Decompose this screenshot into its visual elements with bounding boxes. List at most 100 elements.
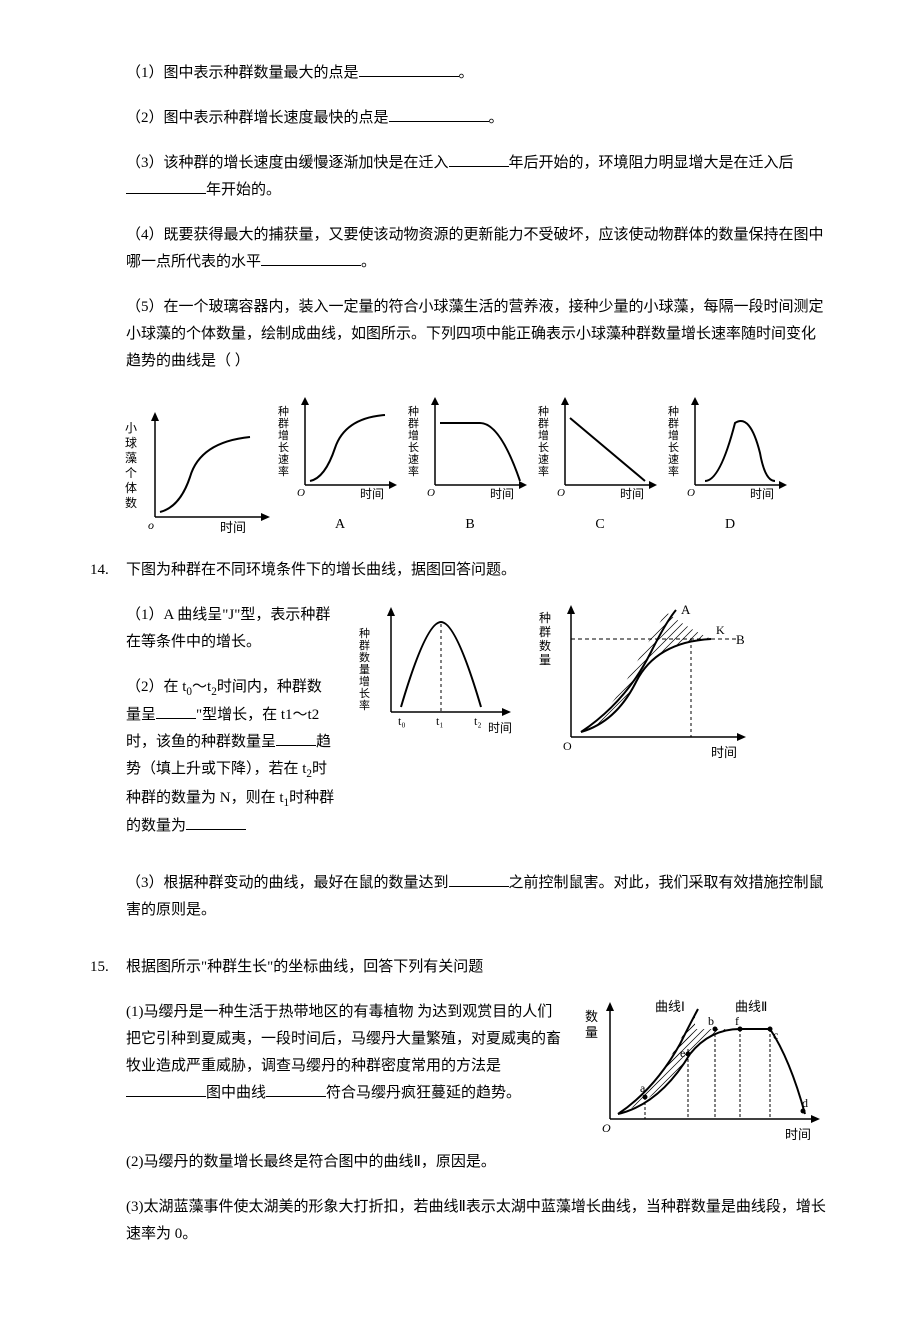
- svg-text:o: o: [148, 518, 154, 532]
- svg-text:速: 速: [668, 453, 679, 466]
- blank: [276, 731, 316, 746]
- svg-text:t₂: t₂: [474, 714, 482, 728]
- blank: [126, 179, 206, 194]
- svg-text:群: 群: [539, 625, 551, 639]
- svg-text:群: 群: [538, 416, 549, 430]
- q13-option-c: 种群增长速率 O 时间 C: [535, 393, 665, 537]
- option-label: A: [275, 512, 405, 537]
- svg-text:a: a: [640, 1081, 646, 1095]
- q14: 14. 下图为种群在不同环境条件下的增长曲线，据图回答问题。 （1）A 曲线呈"…: [90, 557, 830, 942]
- svg-text:率: 率: [278, 464, 289, 478]
- svg-text:种: 种: [278, 404, 289, 418]
- svg-text:O: O: [557, 487, 565, 499]
- svg-text:量: 量: [585, 1025, 598, 1040]
- svg-text:群: 群: [668, 416, 679, 430]
- q13-sub2-text: （2）图中表示种群增长速度最快的点是: [126, 110, 389, 126]
- svg-text:种: 种: [539, 611, 551, 625]
- blank: [449, 872, 509, 887]
- svg-text:长: 长: [408, 441, 419, 454]
- xaxis-label: 时间: [220, 520, 246, 535]
- svg-text:体: 体: [125, 481, 137, 495]
- q13-sub4: （4）既要获得最大的捕获量，又要使该动物资源的更新能力不受破坏，应该使动物群体的…: [90, 222, 830, 276]
- svg-text:种: 种: [359, 626, 370, 640]
- svg-text:c: c: [773, 1028, 778, 1042]
- q14-sub2: （2）在 t0～t2时间内，种群数量呈"型增长，在 t1～t2 时，该鱼的种群数…: [126, 674, 336, 840]
- q13-sub3b: 年后开始的，环境阻力明显增大是在迁入后: [509, 155, 794, 171]
- svg-text:O: O: [297, 487, 305, 499]
- svg-text:曲线Ⅱ: 曲线Ⅱ: [735, 999, 767, 1014]
- svg-text:群: 群: [359, 638, 370, 652]
- svg-text:长: 长: [538, 441, 549, 454]
- q14-num: 14.: [90, 557, 126, 584]
- svg-text:O: O: [687, 487, 695, 499]
- q13-sub1-text: （1）图中表示种群数量最大的点是: [126, 65, 359, 81]
- q15-chart: a e b f c d 数量 O 时间 曲线: [580, 999, 830, 1149]
- option-label: D: [665, 512, 795, 537]
- q15-num: 15.: [90, 954, 126, 981]
- svg-text:率: 率: [359, 698, 370, 712]
- q15-stem: 根据图所示"种群生长"的坐标曲线，回答下列有关问题: [126, 954, 830, 981]
- svg-text:球: 球: [125, 436, 137, 450]
- blank: [359, 62, 459, 77]
- svg-text:时间: 时间: [711, 745, 737, 760]
- svg-text:O: O: [563, 739, 572, 753]
- svg-text:t₀: t₀: [398, 714, 406, 728]
- q14-chart2: 种群数量 A K B O 时间: [536, 602, 756, 767]
- blank: [449, 152, 509, 167]
- blank: [266, 1082, 326, 1097]
- q13-sub4b: 。: [361, 254, 376, 270]
- q15-sub2: (2)马缨丹的数量增长最终是符合图中的曲线Ⅱ，原因是。: [126, 1149, 830, 1176]
- blank: [389, 107, 489, 122]
- svg-text:K: K: [716, 623, 725, 637]
- blank: [186, 815, 246, 830]
- q13-option-d: 种群增长速率 O 时间 D: [665, 393, 795, 537]
- svg-text:f: f: [735, 1014, 739, 1028]
- svg-text:长: 长: [278, 441, 289, 454]
- svg-text:速: 速: [538, 453, 549, 466]
- q13-sub4a: （4）既要获得最大的捕获量，又要使该动物资源的更新能力不受破坏，应该使动物群体的…: [126, 227, 824, 270]
- yaxis-label: 小: [125, 421, 137, 435]
- option-label: C: [535, 512, 665, 537]
- svg-text:速: 速: [408, 453, 419, 466]
- svg-text:d: d: [802, 1096, 808, 1110]
- q14-sub1: （1）A 曲线呈"J"型，表示种群在等条件中的增长。: [126, 602, 336, 656]
- svg-text:B: B: [736, 632, 745, 647]
- svg-text:数: 数: [125, 495, 137, 510]
- svg-text:量: 量: [359, 663, 370, 676]
- svg-text:种: 种: [538, 404, 549, 418]
- q13-option-b: 种群增长速率 O 时间 B: [405, 393, 535, 537]
- svg-text:藻: 藻: [125, 451, 137, 465]
- q13-sub5: （5）在一个玻璃容器内，装入一定量的符合小球藻生活的营养液，接种少量的小球藻，每…: [90, 294, 830, 375]
- svg-text:时间: 时间: [620, 487, 644, 501]
- q13-sub3c: 年开始的。: [206, 182, 281, 198]
- svg-text:速: 速: [278, 453, 289, 466]
- svg-text:时间: 时间: [360, 487, 384, 501]
- svg-text:量: 量: [539, 653, 551, 667]
- q14-stem: 下图为种群在不同环境条件下的增长曲线，据图回答问题。: [126, 557, 830, 584]
- svg-text:数: 数: [539, 638, 551, 653]
- svg-text:增: 增: [359, 674, 370, 688]
- q13-sub2-end: 。: [489, 110, 504, 126]
- svg-text:种: 种: [408, 404, 419, 418]
- svg-text:增: 增: [668, 428, 679, 442]
- svg-text:时间: 时间: [490, 487, 514, 501]
- svg-text:增: 增: [538, 428, 549, 442]
- q13-sub5-text: （5）在一个玻璃容器内，装入一定量的符合小球藻生活的营养液，接种少量的小球藻，每…: [126, 299, 824, 369]
- svg-text:时间: 时间: [488, 721, 512, 735]
- svg-text:群: 群: [408, 416, 419, 430]
- svg-text:曲线Ⅰ: 曲线Ⅰ: [655, 999, 685, 1014]
- svg-text:长: 长: [668, 441, 679, 454]
- svg-text:O: O: [602, 1121, 611, 1135]
- svg-text:数: 数: [585, 1009, 598, 1024]
- blank: [156, 704, 196, 719]
- q13-sub1: （1）图中表示种群数量最大的点是。: [90, 60, 830, 87]
- svg-text:群: 群: [278, 416, 289, 430]
- svg-text:长: 长: [359, 687, 370, 700]
- svg-text:增: 增: [408, 428, 419, 442]
- q13-charts: 小 球 藻 个 体 数 o 时间 种群增长速率 O 时间 A: [120, 393, 830, 537]
- svg-text:e: e: [680, 1046, 685, 1060]
- svg-text:t₁: t₁: [436, 714, 444, 728]
- svg-text:数: 数: [359, 651, 370, 664]
- svg-text:b: b: [708, 1014, 714, 1028]
- svg-text:率: 率: [668, 464, 679, 478]
